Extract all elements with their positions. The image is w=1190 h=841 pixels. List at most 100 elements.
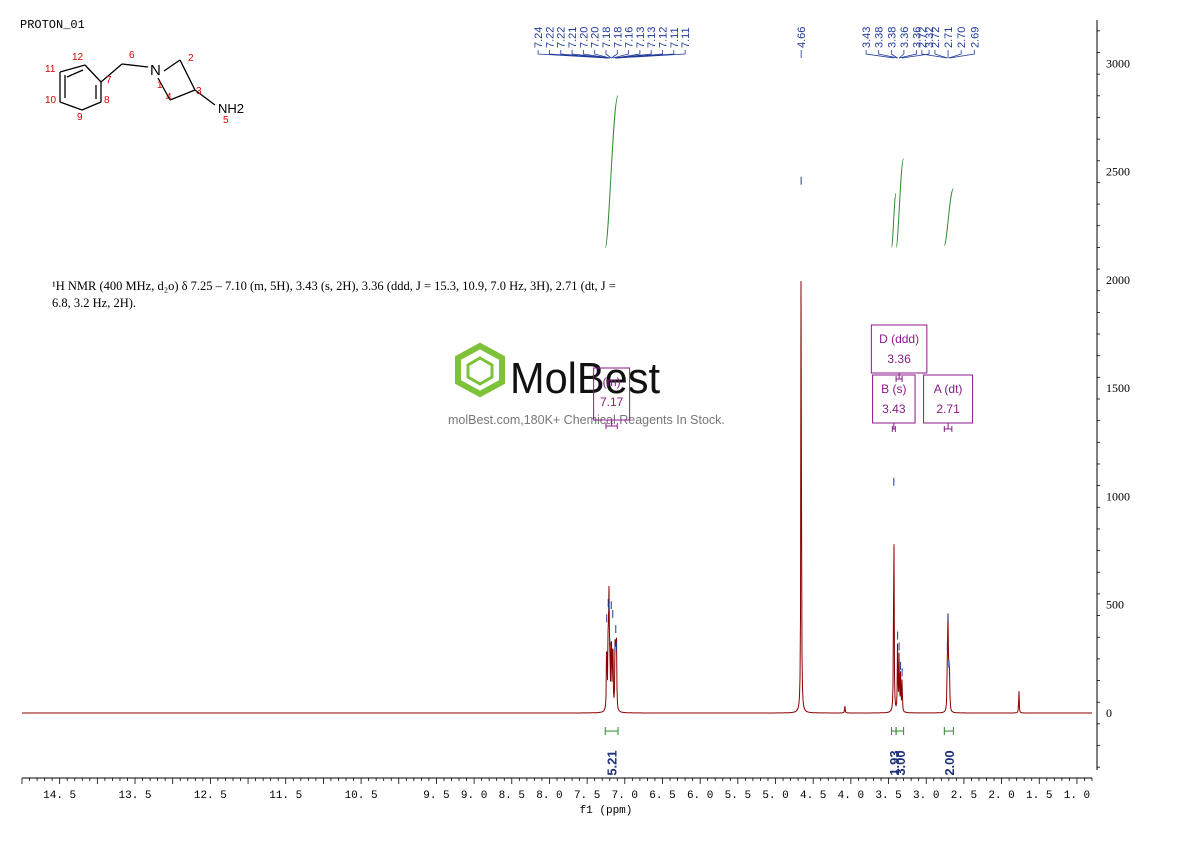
molbest-logo: MolBest	[455, 342, 660, 400]
peak-leader	[571, 50, 610, 59]
peak-leader	[898, 50, 905, 59]
integral-curves	[604, 95, 954, 248]
molecule-structure: N NH2 1 2 3 4 5 6 7 8 9 10 11 12	[45, 50, 244, 126]
x-tick-label: 4. 5	[800, 790, 826, 802]
x-tick-label: 9. 5	[423, 790, 449, 802]
amine-group: NH2	[218, 101, 244, 116]
x-tick-label: 3. 0	[913, 790, 939, 802]
y-tick-label: 2500	[1106, 165, 1130, 179]
atom-number-4: 4	[166, 92, 172, 103]
peak-label: 7.16	[624, 27, 636, 48]
y-tick-label: 1000	[1106, 489, 1130, 503]
peak-leader	[921, 50, 948, 59]
x-tick-label: 8. 0	[536, 790, 562, 802]
y-tick-label: 1500	[1106, 381, 1130, 395]
atom-number-2: 2	[188, 53, 194, 64]
peak-label: 7.13	[646, 27, 658, 48]
multiplet-boxes: (m) 7.17 D (ddd) 3.36 B (s) 3.43 A (dt) 2.71	[593, 324, 974, 432]
peak-leader	[605, 50, 612, 59]
x-tick-label: 14. 5	[43, 790, 76, 802]
atom-number-8: 8	[104, 95, 110, 106]
y-tick-label: 2000	[1106, 273, 1130, 287]
peak-label: 3.38	[886, 27, 898, 48]
multiplet-shift: 3.43	[882, 402, 906, 416]
integral-curve	[943, 188, 954, 246]
x-tick-label: 6. 5	[649, 790, 675, 802]
peak-label: 7.11	[669, 27, 681, 48]
multiplet-shift: 2.71	[936, 402, 960, 416]
x-tick-label: 10. 5	[345, 790, 378, 802]
atom-numbers: 1 2 3 4 5 6 7 8 9 10 11 12	[45, 50, 229, 126]
peak-leader	[878, 50, 898, 59]
atom-number-7: 7	[106, 75, 112, 86]
axes: 14. 5 13. 5 12. 5 11. 5 10. 5 9. 5 9. 0 8. 5 8. …	[21, 20, 1130, 817]
peak-label: 7.20	[590, 27, 602, 48]
atom-number-6: 6	[129, 50, 135, 61]
x-tick-label: 5. 5	[725, 790, 751, 802]
y-tick-label: 0	[1106, 706, 1112, 720]
multiplet-shift: 7.17	[600, 395, 624, 409]
sample-name: PROTON_01	[20, 18, 85, 32]
peak-leader	[902, 50, 930, 59]
atom-number-11: 11	[45, 64, 56, 75]
peak-label: 7.22	[544, 27, 556, 48]
peak-label: 2.71	[943, 27, 955, 48]
integral-curve	[895, 158, 905, 248]
x-tick-label: 3. 5	[875, 790, 901, 802]
x-tick-label: 5. 0	[762, 790, 788, 802]
peak-label: 7.18	[601, 27, 613, 48]
molbest-hexagon-icon	[455, 342, 505, 398]
integral-curve	[604, 95, 619, 248]
multiplet-shift: 3.36	[887, 352, 911, 366]
atom-number-10: 10	[45, 95, 57, 106]
x-axis-label: f1 (ppm)	[580, 805, 633, 817]
peak-label: 7.13	[635, 27, 647, 48]
multiplet-name: B (s)	[881, 382, 906, 396]
integral-value: 5.21	[605, 750, 620, 775]
peak-label: 7.21	[567, 27, 579, 48]
peak-label: 3.32	[924, 27, 936, 48]
x-tick-label: 7. 5	[574, 790, 600, 802]
x-tick-label: 7. 0	[612, 790, 638, 802]
molbest-inner-ring-icon	[466, 356, 494, 386]
peak-label: 3.36	[899, 27, 911, 48]
peak-label: 7.12	[658, 27, 670, 48]
peak-leader	[611, 50, 618, 59]
peak-label: 2.70	[956, 27, 968, 48]
peak-leader	[560, 50, 609, 59]
x-tick-label: 1. 5	[1026, 790, 1052, 802]
peak-label: 3.43	[861, 27, 873, 48]
peak-label: 7.11	[680, 27, 692, 48]
x-tick-label: 13. 5	[119, 790, 152, 802]
atom-number-5: 5	[223, 115, 229, 126]
x-tick-label: 4. 0	[838, 790, 864, 802]
peak-label: 7.22	[556, 27, 568, 48]
y-tick-label: 500	[1106, 598, 1124, 612]
atom-number-1: 1	[157, 80, 163, 91]
peak-label: 4.66	[796, 27, 808, 48]
x-tick-label: 2. 0	[988, 790, 1014, 802]
integral-curve	[891, 192, 897, 248]
peak-leader	[948, 50, 962, 59]
nitrogen-atom: N	[150, 62, 161, 79]
integral-bars: 5.21 1.933.00 2.00	[605, 727, 957, 776]
x-tick-label: 12. 5	[194, 790, 227, 802]
peak-leader	[949, 50, 975, 59]
benzene-ring	[59, 64, 102, 111]
azetidine-chain	[100, 59, 216, 106]
peak-label: 7.24	[533, 27, 545, 48]
peak-leader	[614, 50, 641, 59]
peak-leader	[594, 50, 610, 59]
peak-label: 2.72	[930, 27, 942, 48]
x-tick-label: 6. 0	[687, 790, 713, 802]
watermark-site: molBest.com,180K+ Chemical Reagents In S…	[448, 413, 725, 427]
nmr-description: ¹H NMR (400 MHz, d₂o) δ 7.25 – 7.10 (m, …	[52, 279, 616, 310]
y-tick-label: 3000	[1106, 56, 1130, 70]
multiplet-name: D (ddd)	[879, 332, 919, 346]
peak-label: 7.20	[578, 27, 590, 48]
peak-labels: 7.24 7.22 7.22 7.21 7.20 7.20 7.18 7.18 7.16 7.13…	[533, 27, 981, 59]
atom-number-12: 12	[72, 52, 84, 63]
integral-value: 1.93	[887, 750, 902, 775]
peak-leader	[865, 50, 894, 59]
